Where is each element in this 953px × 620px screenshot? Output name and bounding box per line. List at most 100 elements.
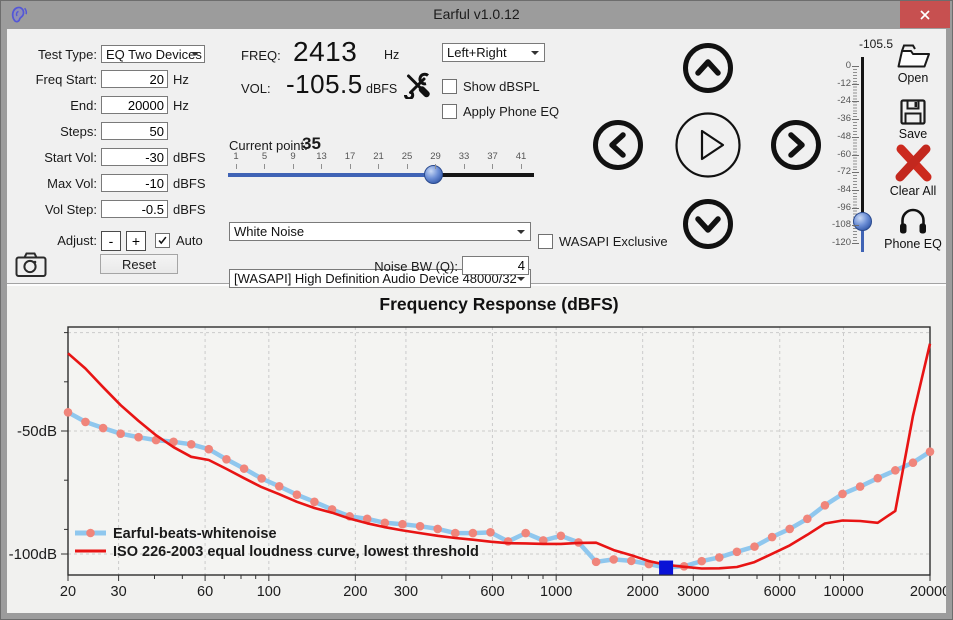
signal-value: White Noise xyxy=(234,224,305,239)
svg-text:2000: 2000 xyxy=(627,584,659,600)
vol-step-unit: dBFS xyxy=(173,201,206,217)
svg-text:20: 20 xyxy=(60,584,76,600)
current-point-label: Current point: xyxy=(229,138,308,153)
vol-unit: dBFS xyxy=(366,82,398,96)
svg-text:30: 30 xyxy=(111,584,127,600)
svg-text:100: 100 xyxy=(257,584,281,600)
start-vol-field[interactable] xyxy=(101,148,168,166)
freq-end-label: End: xyxy=(70,97,97,113)
adjust-minus-button[interactable]: - xyxy=(101,230,121,251)
window-title: Earful v1.0.12 xyxy=(433,6,520,22)
chevron-left-icon xyxy=(609,132,626,158)
ear-app-icon xyxy=(11,6,28,23)
wasapi-exclusive-checkbox[interactable]: WASAPI Exclusive xyxy=(538,234,668,249)
device-select[interactable]: [WASAPI] High Definition Audio Device 48… xyxy=(229,269,531,288)
device-value: [WASAPI] High Definition Audio Device 48… xyxy=(234,271,517,286)
svg-text:10000: 10000 xyxy=(823,584,863,600)
camera-button[interactable] xyxy=(15,251,47,278)
noise-bw-field[interactable] xyxy=(462,256,529,275)
slider-fill xyxy=(228,173,434,177)
volume-thumb[interactable] xyxy=(853,212,872,232)
apply-phone-eq-checkbox[interactable]: Apply Phone EQ xyxy=(442,104,559,119)
svg-text:Earful-beats-whitenoise: Earful-beats-whitenoise xyxy=(113,526,277,542)
volume-track[interactable] xyxy=(861,57,864,252)
noise-bw-label: Noise BW (Q): xyxy=(374,259,458,274)
start-vol-row: Start Vol: dBFS xyxy=(8,148,206,166)
chevron-up-icon xyxy=(695,59,721,76)
phone-eq-button[interactable]: Phone EQ xyxy=(884,207,942,251)
chevron-down-icon xyxy=(695,216,721,233)
steps-field[interactable] xyxy=(101,122,168,140)
max-vol-row: Max Vol: dBFS xyxy=(8,174,206,192)
auto-checkbox[interactable]: Auto xyxy=(155,233,203,248)
channel-value: Left+Right xyxy=(447,45,507,60)
reset-button[interactable]: Reset xyxy=(100,254,178,274)
svg-text:20000: 20000 xyxy=(910,584,946,600)
save-label: Save xyxy=(898,127,928,141)
freq-start-unit: Hz xyxy=(173,71,189,87)
apply-phone-eq-label: Apply Phone EQ xyxy=(463,104,560,119)
current-point-slider[interactable]: 1 5 9 13 17 21 25 29 33 37 41 xyxy=(228,151,534,197)
freq-end-row: End: Hz xyxy=(8,96,189,114)
freq-unit: Hz xyxy=(384,48,400,62)
vol-step-label: Vol Step: xyxy=(44,201,97,217)
right-button[interactable] xyxy=(770,119,822,171)
vol-label: VOL: xyxy=(241,81,271,96)
channel-select[interactable]: Left+Right xyxy=(442,43,545,62)
wasapi-exclusive-label: WASAPI Exclusive xyxy=(559,234,668,249)
test-type-row: Test Type: EQ Two Devices xyxy=(8,44,205,64)
down-button[interactable] xyxy=(682,198,734,250)
slider-thumb[interactable] xyxy=(424,165,444,184)
freq-label: FREQ: xyxy=(241,48,281,63)
minimize-button[interactable] xyxy=(845,1,875,28)
close-button[interactable] xyxy=(900,1,950,28)
test-type-label: Test Type: xyxy=(37,46,97,62)
max-vol-unit: dBFS xyxy=(173,175,206,191)
test-type-select[interactable]: EQ Two Devices xyxy=(101,45,205,63)
clear-all-label: Clear All xyxy=(889,184,937,198)
adjust-label: Adjust: xyxy=(57,233,97,248)
chevron-right-icon xyxy=(788,132,805,158)
current-point-value: 35 xyxy=(302,134,321,153)
vol-step-row: Vol Step: dBFS xyxy=(8,200,206,218)
svg-text:200: 200 xyxy=(343,584,367,600)
signal-select[interactable]: White Noise xyxy=(229,222,531,241)
freq-end-unit: Hz xyxy=(173,97,189,113)
freq-end-field[interactable] xyxy=(101,96,168,114)
adjust-plus-button[interactable]: + xyxy=(126,230,146,251)
svg-text:3000: 3000 xyxy=(677,584,709,600)
svg-text:600: 600 xyxy=(480,584,504,600)
clear-all-button[interactable]: Clear All xyxy=(884,144,942,198)
phone-eq-label: Phone EQ xyxy=(884,237,942,251)
open-folder-icon xyxy=(897,44,930,68)
test-type-value: EQ Two Devices xyxy=(106,46,202,62)
svg-text:1000: 1000 xyxy=(540,584,572,600)
volume-slider[interactable]: 0 -12 -24 -36 -48 -60 -72 -84 -96 -108 -120 xyxy=(826,50,880,265)
save-floppy-icon xyxy=(900,99,926,125)
tools-settings-button[interactable] xyxy=(403,72,430,99)
steps-label: Steps: xyxy=(60,123,97,139)
play-button[interactable] xyxy=(674,111,742,179)
svg-text:300: 300 xyxy=(394,584,418,600)
open-label: Open xyxy=(897,71,929,85)
save-button[interactable]: Save xyxy=(884,99,942,141)
freq-start-field[interactable] xyxy=(101,70,168,88)
svg-text:-100dB: -100dB xyxy=(9,546,57,563)
vol-step-field[interactable] xyxy=(101,200,168,218)
title-bar[interactable]: Earful v1.0.12 xyxy=(0,0,953,29)
left-button[interactable] xyxy=(592,119,644,171)
apply-phone-eq-box xyxy=(442,104,457,119)
show-dbspl-box xyxy=(442,79,457,94)
svg-text:60: 60 xyxy=(197,584,213,600)
maximize-button[interactable] xyxy=(872,1,900,28)
max-vol-label: Max Vol: xyxy=(47,175,97,191)
svg-text:ISO 226-2003 equal loudness cu: ISO 226-2003 equal loudness curve, lowes… xyxy=(113,544,479,560)
open-button[interactable]: Open xyxy=(884,41,942,85)
start-vol-unit: dBFS xyxy=(173,149,206,165)
svg-text:6000: 6000 xyxy=(764,584,796,600)
steps-row: Steps: xyxy=(8,122,173,140)
up-button[interactable] xyxy=(682,42,734,94)
max-vol-field[interactable] xyxy=(101,174,168,192)
show-dbspl-checkbox[interactable]: Show dBSPL xyxy=(442,79,540,94)
